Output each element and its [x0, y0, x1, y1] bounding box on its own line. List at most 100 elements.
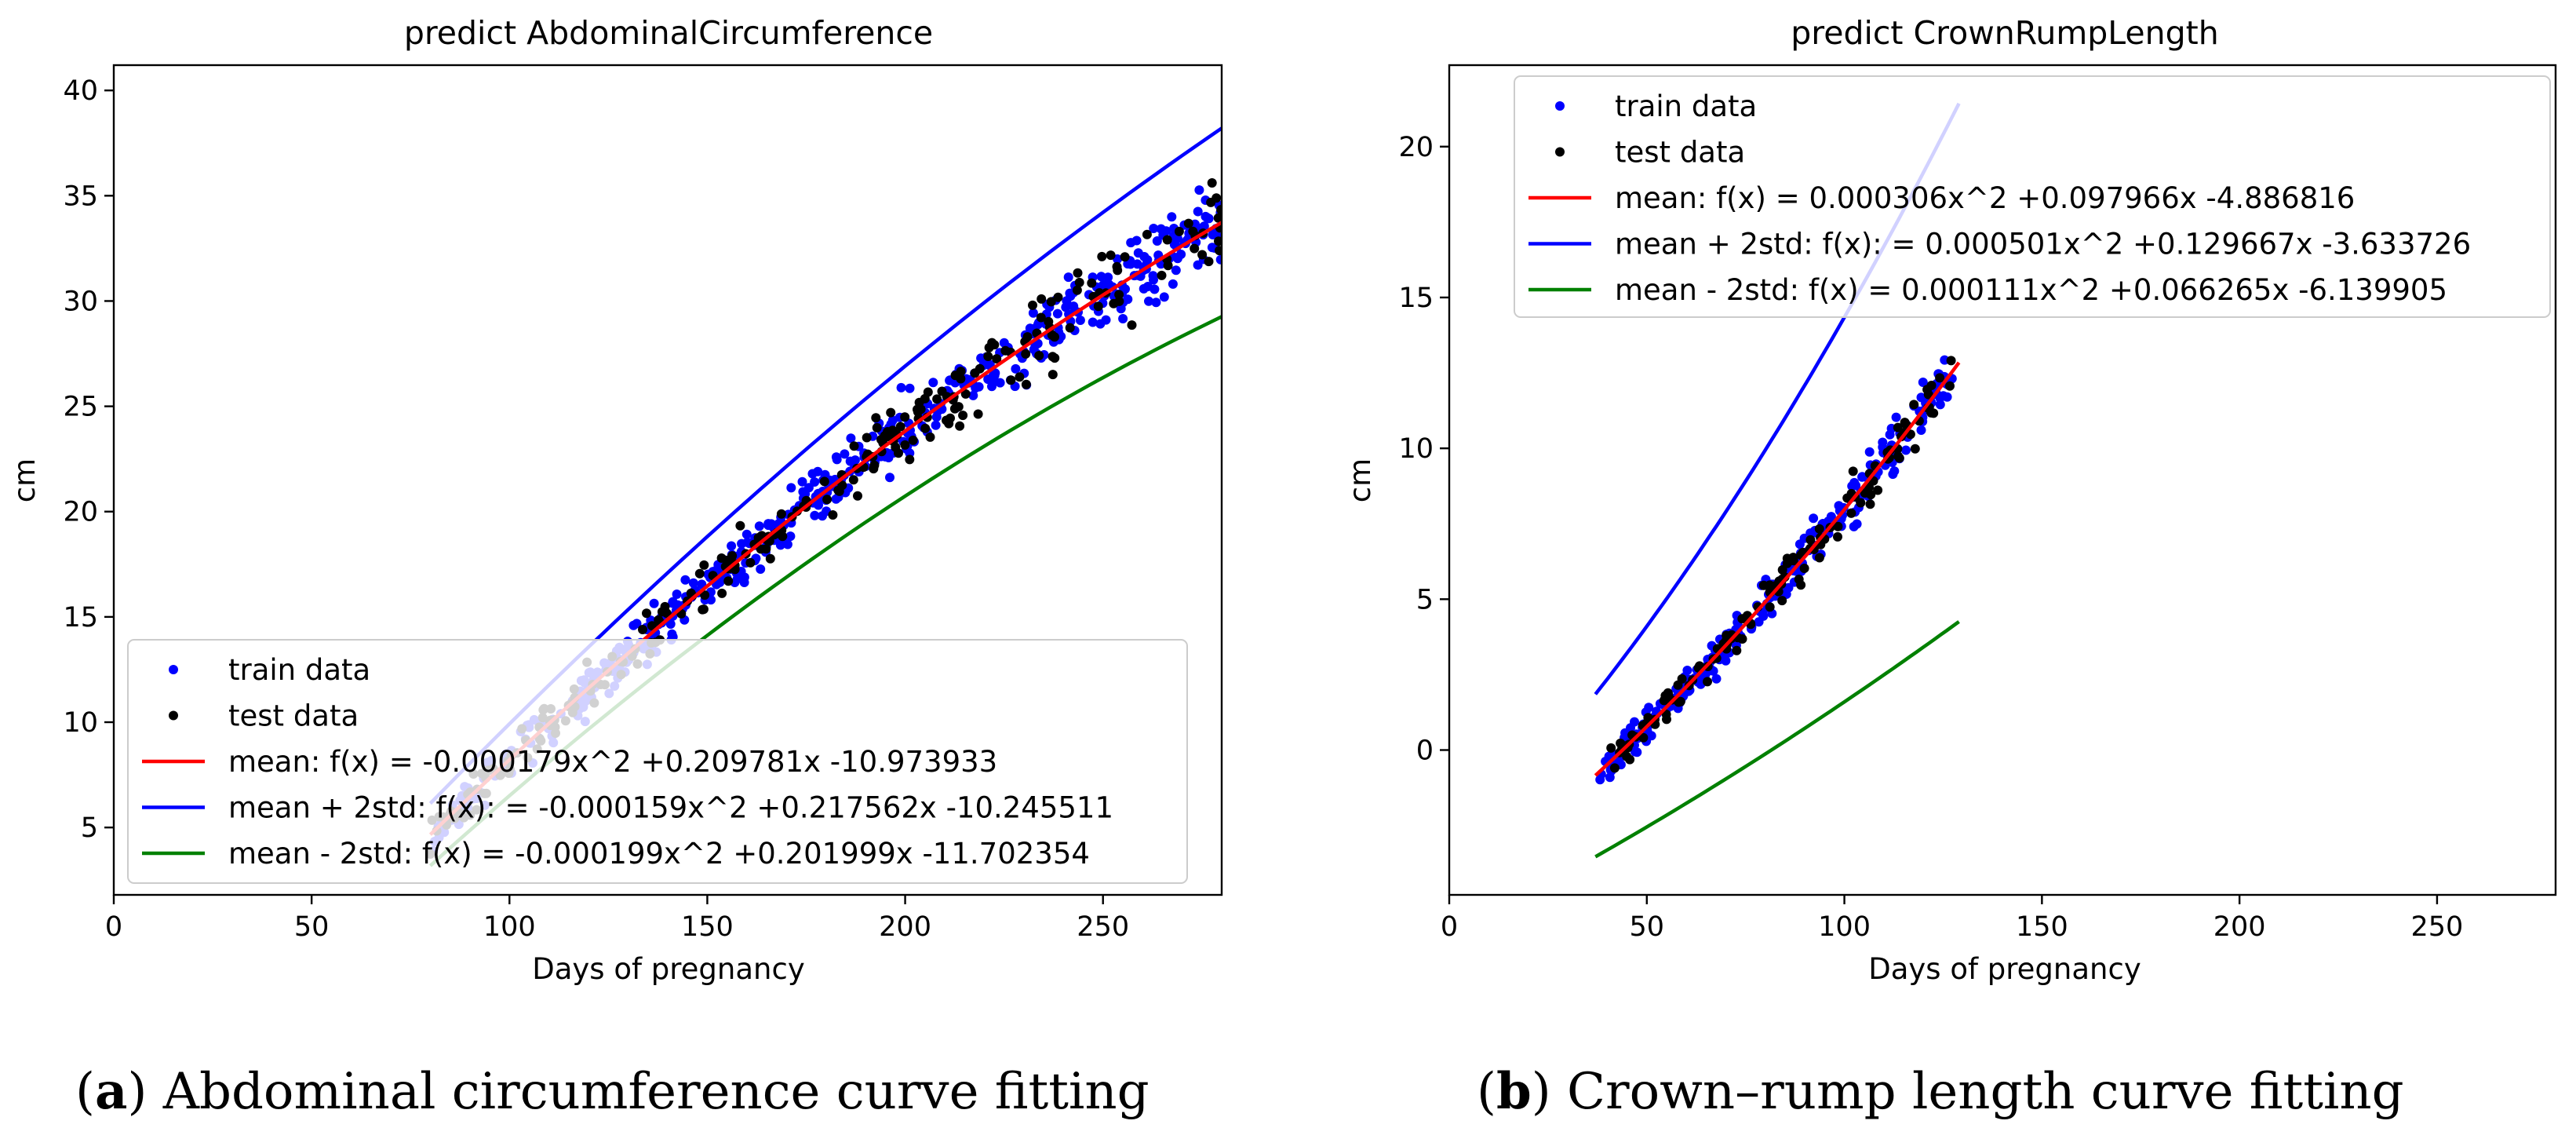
x-tick-label: 0 [105, 911, 122, 943]
test-data-point [776, 509, 786, 519]
legend-test-marker [169, 710, 178, 721]
test-data-point [958, 411, 968, 421]
train-data-point [1878, 437, 1888, 447]
train-data-point [1052, 308, 1062, 319]
legend-test-label: test data [1615, 136, 1745, 170]
legend-minus-label: mean - 2std: f(x) = -0.000199x^2 +0.2019… [228, 837, 1090, 871]
train-data-point [931, 420, 941, 430]
mean-minus-2std-curve [1594, 620, 1960, 859]
train-data-point [1028, 308, 1038, 318]
train-data-point [632, 619, 642, 629]
test-data-point [1053, 292, 1063, 302]
test-data-point [1213, 213, 1222, 223]
train-data-point [1148, 271, 1158, 281]
test-data-point [1846, 508, 1856, 518]
test-data-point [1758, 580, 1769, 590]
test-data-point [1673, 680, 1683, 690]
x-tick-label: 150 [2016, 911, 2068, 943]
x-tick-label: 250 [1077, 911, 1129, 943]
train-data-point [1142, 255, 1153, 265]
train-data-point [1061, 302, 1071, 312]
test-data-point [727, 551, 738, 561]
test-data-point [953, 402, 964, 412]
test-data-point [1805, 535, 1816, 545]
train-data-point [885, 473, 894, 483]
legend-train-marker [1555, 101, 1565, 111]
test-data-point [1856, 498, 1866, 508]
train-data-point [1754, 617, 1764, 627]
train-data-point [739, 578, 749, 587]
train-data-point [1849, 477, 1860, 487]
test-data-point [925, 432, 935, 442]
y-tick-label: 0 [1416, 736, 1434, 767]
y-tick-label: 35 [63, 181, 98, 212]
test-data-point [1034, 351, 1044, 360]
train-data-point [1075, 316, 1085, 325]
legend-box [127, 639, 1188, 884]
test-data-point [913, 407, 923, 417]
y-tick-label: 15 [1398, 283, 1434, 314]
test-data-point [970, 368, 980, 378]
test-data-point [694, 568, 705, 579]
test-data-point [1703, 677, 1712, 687]
test-data-point [819, 476, 829, 487]
x-tick-label: 50 [294, 911, 330, 943]
test-data-point [1204, 257, 1214, 267]
test-data-point [638, 625, 647, 634]
test-data-point [1909, 400, 1919, 410]
train-data-point [1168, 279, 1178, 289]
train-data-point [1942, 392, 1952, 402]
train-data-point [715, 577, 725, 587]
train-data-point [905, 383, 915, 393]
test-data-point [723, 576, 734, 586]
train-data-point [1159, 292, 1169, 302]
test-data-point [1765, 602, 1775, 612]
test-data-point [1865, 499, 1875, 509]
test-data-point [1065, 323, 1075, 333]
train-data-point [1066, 291, 1076, 301]
test-data-point [822, 495, 833, 505]
train-data-point [1151, 298, 1161, 308]
train-data-point [1011, 363, 1021, 374]
data-layer [1594, 102, 1961, 859]
test-data-point [1157, 270, 1167, 280]
y-tick-label: 40 [63, 75, 98, 107]
train-data-point [668, 597, 678, 607]
test-data-point [849, 441, 859, 451]
train-data-point [756, 564, 766, 574]
test-data-point [1923, 389, 1933, 400]
train-data-point [1711, 674, 1722, 684]
train-data-point [1088, 317, 1098, 327]
train-data-point [727, 541, 737, 551]
test-data-point [886, 407, 896, 418]
test-data-point [1028, 300, 1037, 310]
test-data-point [1910, 444, 1920, 454]
legend-plus-label: mean + 2std: f(x): = -0.000159x^2 +0.217… [228, 791, 1113, 825]
train-data-point [1176, 250, 1186, 259]
test-data-point [1097, 251, 1107, 261]
train-data-point [810, 510, 820, 520]
y-tick-label: 20 [1398, 132, 1434, 163]
legend-plus-label: mean + 2std: f(x): = 0.000501x^2 +0.1296… [1615, 228, 2471, 261]
test-data-point [908, 435, 918, 445]
caption-b: (b) Crown–rump length curve fitting [1477, 1062, 2404, 1121]
y-tick-label: 10 [1398, 433, 1434, 465]
test-data-point [989, 340, 1000, 350]
test-data-point [745, 557, 756, 568]
train-data-point [741, 529, 752, 539]
test-data-point [1833, 531, 1842, 542]
train-data-point [974, 381, 984, 392]
train-data-point [840, 449, 850, 459]
x-tick-label: 150 [681, 911, 734, 943]
test-data-point [1206, 197, 1216, 207]
test-data-point [894, 448, 903, 458]
train-data-point [1201, 211, 1211, 221]
test-data-point [1622, 751, 1632, 761]
train-data-point [1171, 265, 1181, 276]
test-data-point [1093, 301, 1103, 312]
train-data-point [928, 378, 938, 388]
test-data-point [920, 423, 931, 433]
test-data-point [1087, 278, 1097, 288]
test-data-point [872, 422, 882, 433]
